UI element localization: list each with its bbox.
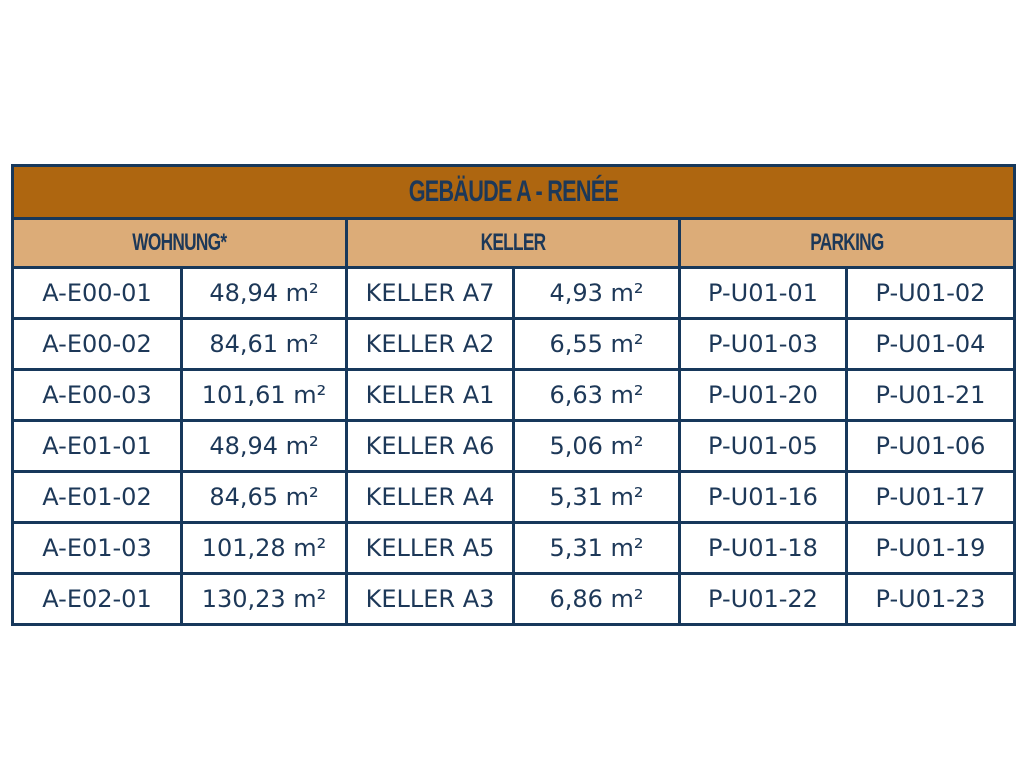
parking-id-cell: P-U01-17 <box>845 470 1016 524</box>
table-row: A-E00-03 101,61 m² KELLER A1 6,63 m² P-U01-2… <box>11 368 1016 422</box>
parking-id-cell: P-U01-20 <box>678 368 848 422</box>
parking-id-cell: P-U01-16 <box>678 470 848 524</box>
group-header-text: KELLER <box>480 229 547 256</box>
apartment-area-cell: 48,94 m² <box>180 266 348 320</box>
table-row: A-E01-03 101,28 m² KELLER A5 5,31 m² P-U01-1… <box>11 521 1016 575</box>
apartment-id-cell: A-E01-01 <box>11 419 183 473</box>
table-row: A-E02-01 130,23 m² KELLER A3 6,86 m² P-U01-2… <box>11 572 1016 626</box>
cellar-area-cell: 4,93 m² <box>512 266 681 320</box>
group-header-text: WOHNUNG* <box>132 229 227 256</box>
apartment-area-cell: 84,61 m² <box>180 317 348 371</box>
cellar-id-cell: KELLER A6 <box>345 419 515 473</box>
parking-id-cell: P-U01-22 <box>678 572 848 626</box>
cellar-id-cell: KELLER A4 <box>345 470 515 524</box>
apartment-id-cell: A-E00-02 <box>11 317 183 371</box>
parking-id-cell: P-U01-03 <box>678 317 848 371</box>
apartment-id-cell: A-E00-01 <box>11 266 183 320</box>
apartment-id-cell: A-E01-03 <box>11 521 183 575</box>
cellar-id-cell: KELLER A1 <box>345 368 515 422</box>
cellar-id-cell: KELLER A5 <box>345 521 515 575</box>
table-row: A-E01-01 48,94 m² KELLER A6 5,06 m² P-U01-05… <box>11 419 1016 473</box>
apartment-area-cell: 84,65 m² <box>180 470 348 524</box>
apartment-id-cell: A-E02-01 <box>11 572 183 626</box>
table-row: A-E00-01 48,94 m² KELLER A7 4,93 m² P-U01-01… <box>11 266 1016 320</box>
cellar-area-cell: 6,55 m² <box>512 317 681 371</box>
cellar-id-cell: KELLER A7 <box>345 266 515 320</box>
parking-id-cell: P-U01-04 <box>845 317 1016 371</box>
group-header-wohnung: WOHNUNG* <box>11 217 348 269</box>
cellar-area-cell: 5,31 m² <box>512 470 681 524</box>
table-title-text: GEBÄUDE A - RENÉE <box>408 175 619 208</box>
table-row: A-E00-02 84,61 m² KELLER A2 6,55 m² P-U01-03… <box>11 317 1016 371</box>
parking-id-cell: P-U01-06 <box>845 419 1016 473</box>
parking-id-cell: P-U01-21 <box>845 368 1016 422</box>
apartment-id-cell: A-E01-02 <box>11 470 183 524</box>
group-header-keller: KELLER <box>345 217 681 269</box>
parking-id-cell: P-U01-01 <box>678 266 848 320</box>
group-header-text: PARKING <box>810 229 884 256</box>
apartment-area-cell: 48,94 m² <box>180 419 348 473</box>
building-table-container: GEBÄUDE A - RENÉE WOHNUNG* KELLER PARKIN… <box>11 164 1016 626</box>
building-table: GEBÄUDE A - RENÉE WOHNUNG* KELLER PARKIN… <box>11 164 1016 626</box>
parking-id-cell: P-U01-19 <box>845 521 1016 575</box>
apartment-area-cell: 101,61 m² <box>180 368 348 422</box>
table-row: A-E01-02 84,65 m² KELLER A4 5,31 m² P-U01-16… <box>11 470 1016 524</box>
cellar-id-cell: KELLER A3 <box>345 572 515 626</box>
parking-id-cell: P-U01-05 <box>678 419 848 473</box>
parking-id-cell: P-U01-18 <box>678 521 848 575</box>
apartment-area-cell: 101,28 m² <box>180 521 348 575</box>
apartment-id-cell: A-E00-03 <box>11 368 183 422</box>
cellar-area-cell: 6,63 m² <box>512 368 681 422</box>
parking-id-cell: P-U01-02 <box>845 266 1016 320</box>
cellar-area-cell: 5,06 m² <box>512 419 681 473</box>
cellar-area-cell: 5,31 m² <box>512 521 681 575</box>
cellar-id-cell: KELLER A2 <box>345 317 515 371</box>
group-header-parking: PARKING <box>678 217 1016 269</box>
apartment-area-cell: 130,23 m² <box>180 572 348 626</box>
parking-id-cell: P-U01-23 <box>845 572 1016 626</box>
cellar-area-cell: 6,86 m² <box>512 572 681 626</box>
table-title: GEBÄUDE A - RENÉE <box>11 164 1016 220</box>
